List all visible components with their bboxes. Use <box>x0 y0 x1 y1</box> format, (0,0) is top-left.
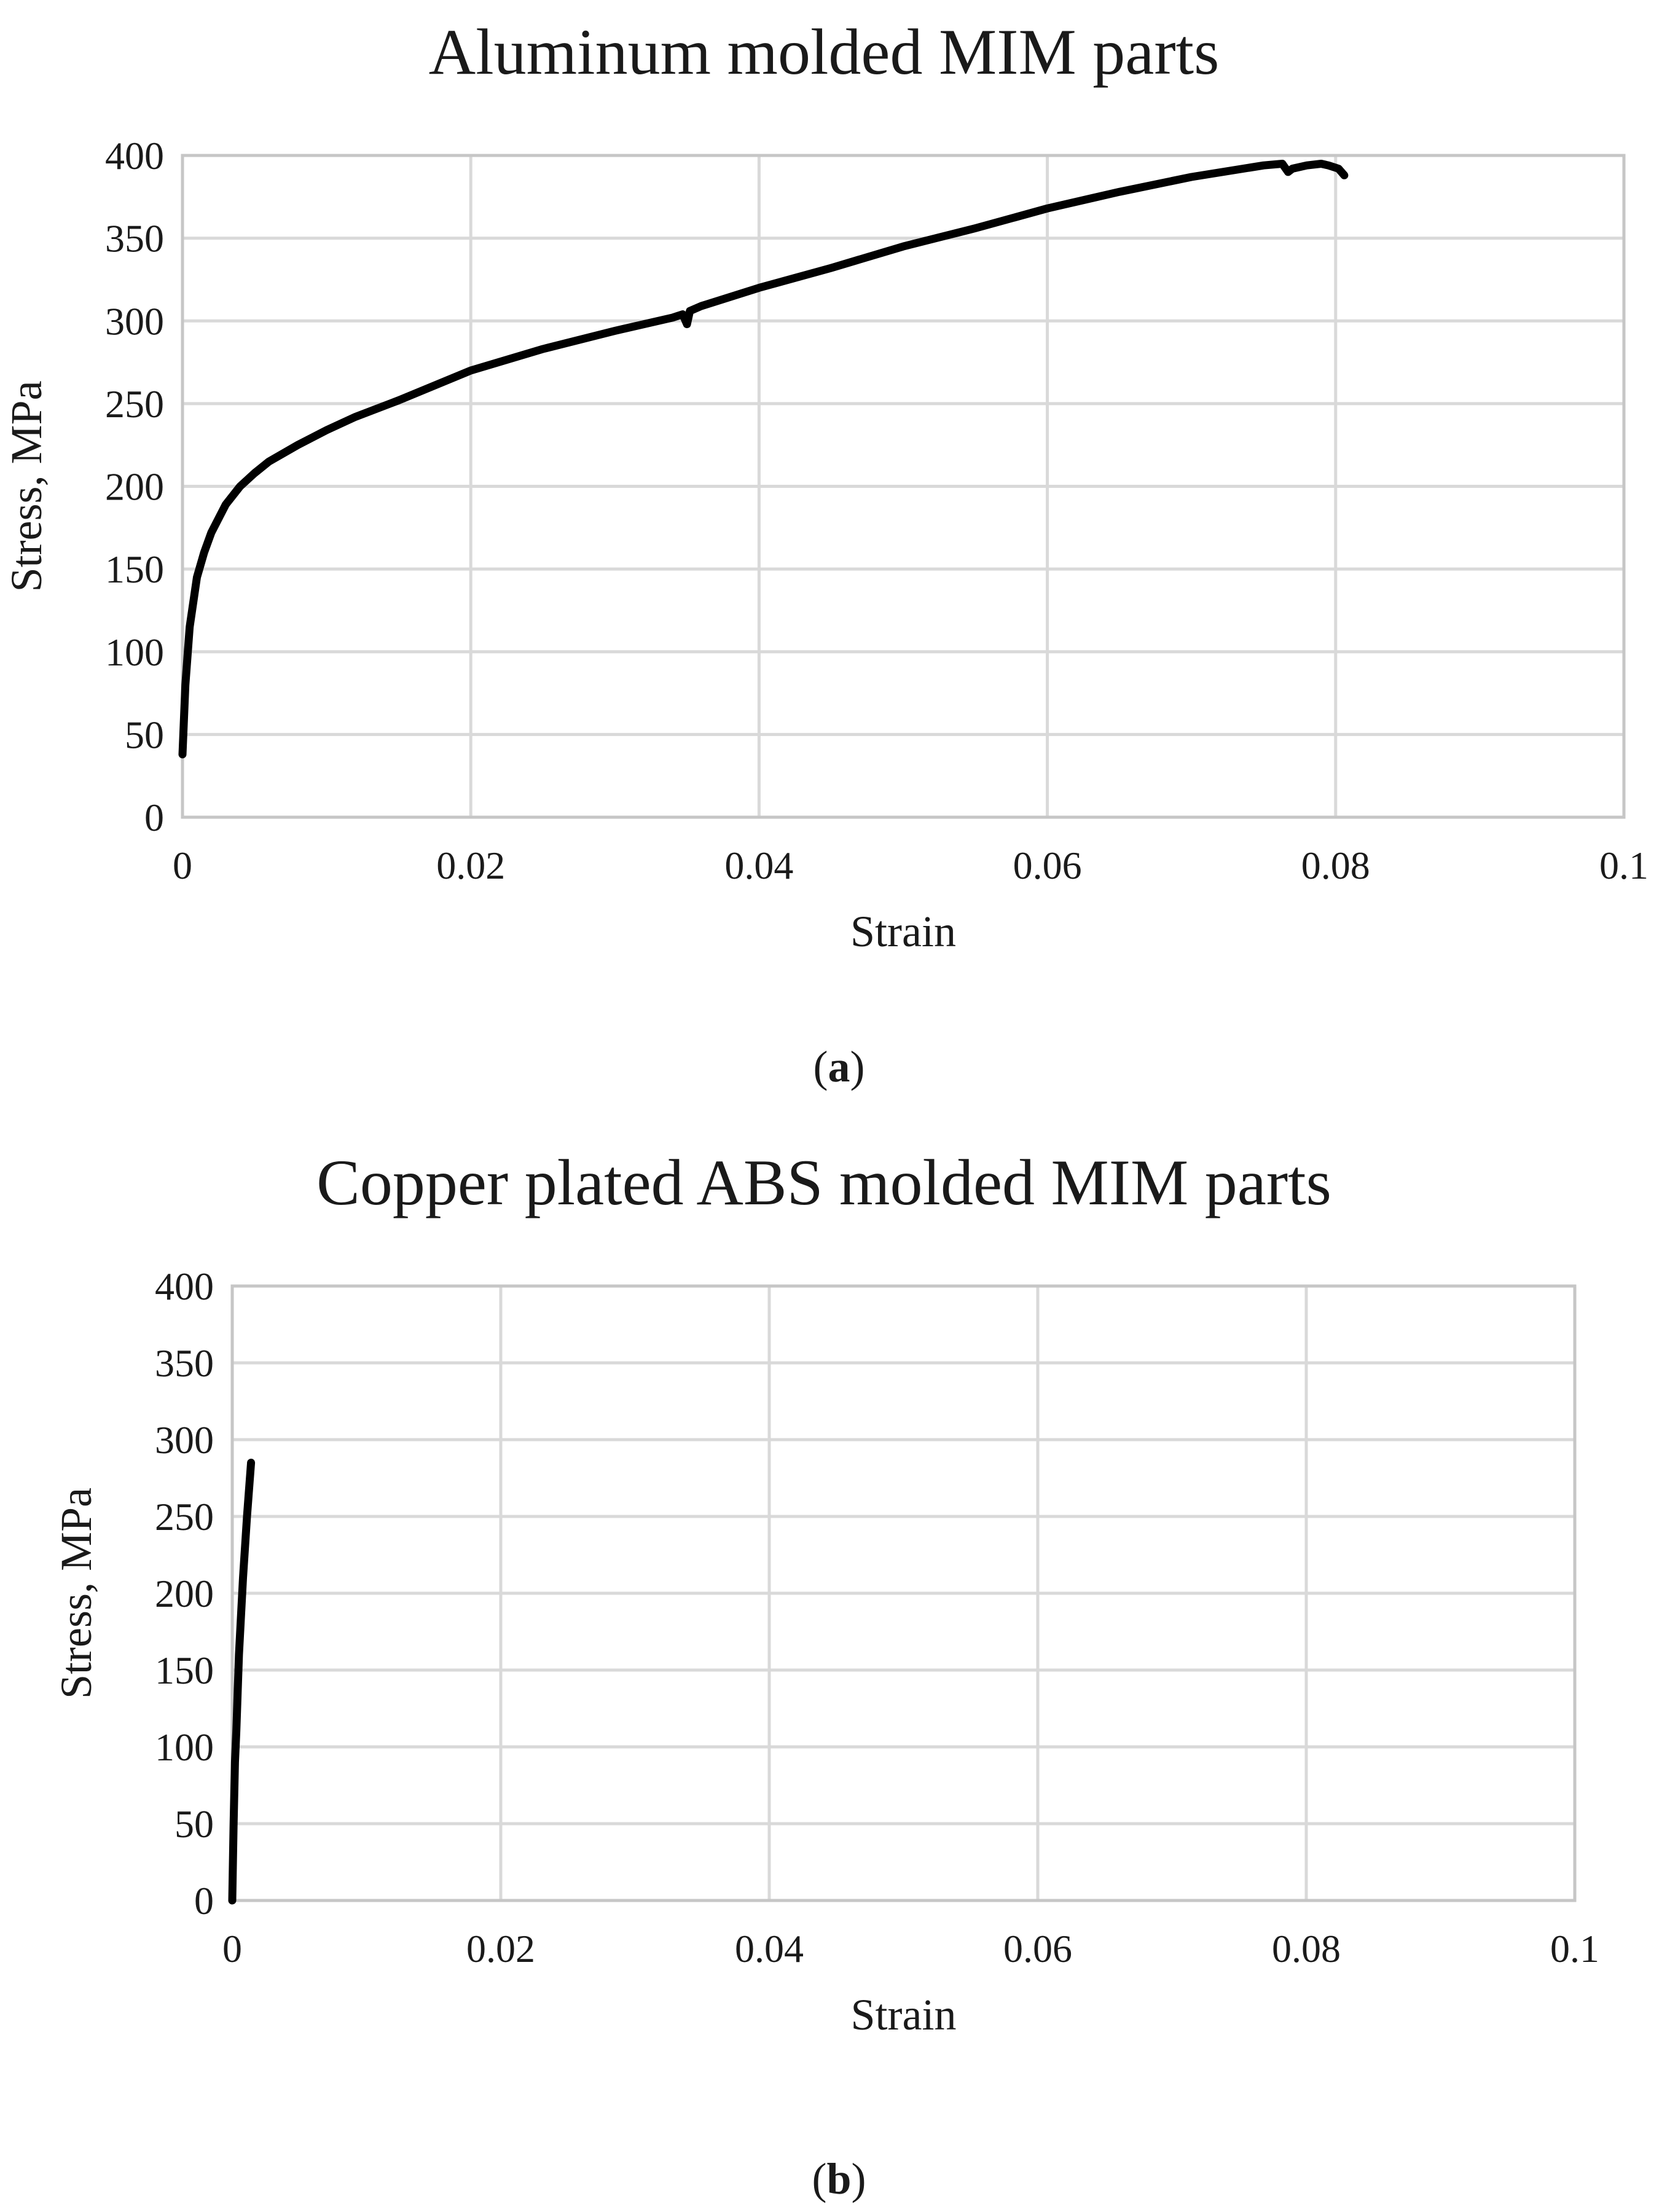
caption-letter: a <box>828 1042 850 1091</box>
chart-title: Aluminum molded MIM parts <box>429 16 1220 88</box>
x-tick-label: 0 <box>173 844 192 887</box>
y-axis: 0 50 100 150 200 250 300 350 400 <box>105 134 164 839</box>
stress-strain-curve <box>178 160 1349 759</box>
chart-copper-plated-abs: Copper plated ABS molded MIM parts 0 50 10… <box>52 1147 1599 2039</box>
chart-title: Copper plated ABS molded MIM parts <box>316 1147 1331 1218</box>
chart-aluminum: Aluminum molded MIM parts 0 50 100 150 200 25… <box>2 16 1649 956</box>
plot-area <box>230 1284 1577 1902</box>
y-tick-label: 250 <box>155 1495 214 1539</box>
y-axis-label: Stress, MPa <box>52 1488 101 1699</box>
y-tick-label: 300 <box>155 1418 214 1462</box>
y-axis-label: Stress, MPa <box>2 380 51 592</box>
figure-caption-b: (b) <box>812 2154 866 2203</box>
y-tick-label: 150 <box>155 1649 214 1692</box>
x-tick-label: 0.06 <box>1003 1927 1072 1971</box>
y-tick-label: 350 <box>105 217 164 261</box>
x-tick-label: 0.1 <box>1550 1927 1599 1971</box>
x-axis: 0 0.02 0.04 0.06 0.08 0.1 <box>222 1927 1599 1971</box>
grid <box>181 154 1626 819</box>
grid <box>230 1284 1577 1902</box>
y-tick-label: 200 <box>155 1572 214 1615</box>
x-axis-label: Strain <box>850 907 956 956</box>
plot-area <box>181 154 1626 819</box>
x-axis: 0 0.02 0.04 0.06 0.08 0.1 <box>173 844 1649 887</box>
x-tick-label: 0.08 <box>1301 844 1370 887</box>
y-tick-label: 100 <box>155 1725 214 1769</box>
x-tick-label: 0.02 <box>466 1927 535 1971</box>
x-tick-label: 0.04 <box>724 844 793 887</box>
x-tick-label: 0.08 <box>1272 1927 1341 1971</box>
figure-caption-a: (a) <box>813 1042 865 1091</box>
y-tick-label: 150 <box>105 547 164 591</box>
x-tick-label: 0.1 <box>1599 844 1649 887</box>
y-tick-label: 300 <box>105 299 164 343</box>
y-tick-label: 0 <box>144 796 164 839</box>
y-tick-label: 100 <box>105 630 164 674</box>
stress-strain-curve <box>228 1459 256 1905</box>
x-tick-label: 0.06 <box>1013 844 1082 887</box>
y-axis: 0 50 100 150 200 250 300 350 400 <box>155 1265 214 1923</box>
x-tick-label: 0 <box>222 1927 242 1971</box>
y-tick-label: 200 <box>105 465 164 509</box>
x-tick-label: 0.02 <box>436 844 505 887</box>
y-tick-label: 50 <box>125 713 164 756</box>
caption-letter: b <box>826 2154 852 2203</box>
y-tick-label: 400 <box>155 1265 214 1308</box>
x-axis-label: Strain <box>851 1990 957 2039</box>
x-tick-label: 0.04 <box>735 1927 804 1971</box>
y-tick-label: 50 <box>174 1802 214 1846</box>
y-tick-label: 350 <box>155 1341 214 1385</box>
y-tick-label: 250 <box>105 382 164 426</box>
y-tick-label: 0 <box>194 1879 214 1923</box>
y-tick-label: 400 <box>105 134 164 178</box>
